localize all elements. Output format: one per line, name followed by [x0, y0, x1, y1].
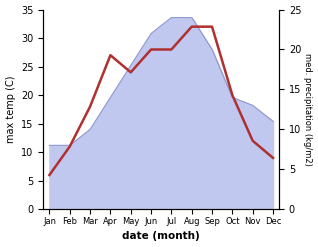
Y-axis label: max temp (C): max temp (C)	[5, 76, 16, 143]
X-axis label: date (month): date (month)	[122, 231, 200, 242]
Y-axis label: med. precipitation (kg/m2): med. precipitation (kg/m2)	[303, 53, 313, 166]
